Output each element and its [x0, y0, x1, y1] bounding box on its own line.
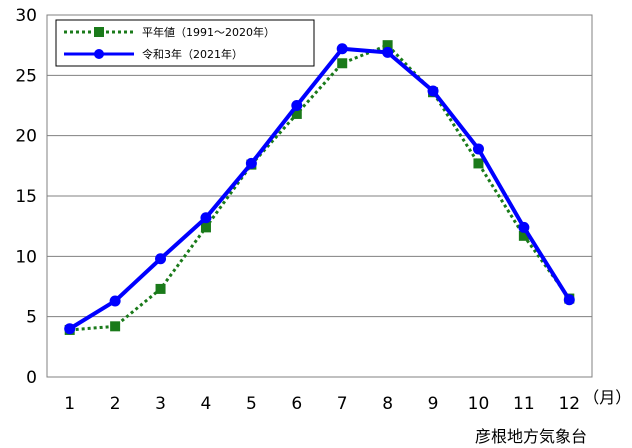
source-label: 彦根地方気象台	[475, 427, 587, 446]
series-line	[68, 46, 571, 331]
x-tick-label: 10	[468, 394, 490, 414]
plot-area-border	[46, 14, 593, 378]
y-tick-label: 30	[15, 6, 37, 26]
data-point-marker	[291, 100, 303, 111]
data-point-marker	[110, 321, 121, 332]
x-tick-label: 11	[513, 394, 535, 414]
data-point-marker	[291, 108, 302, 119]
data-point-marker	[245, 157, 257, 169]
data-point-marker	[155, 283, 166, 294]
data-point-marker	[155, 253, 167, 265]
x-axis-tick-labels: 1 2 3 4 5 6 7 8 9 10 11 12	[64, 394, 580, 414]
data-point-marker	[64, 323, 76, 335]
data-point-marker	[200, 212, 212, 224]
data-point-marker	[200, 222, 211, 233]
series-line	[69, 43, 571, 332]
x-tick-label: 12	[558, 394, 580, 414]
legend-item: 平年値（1991～2020年）	[64, 25, 275, 39]
legend-item: 令和3年（2021年）	[64, 47, 243, 61]
data-point-marker	[382, 40, 393, 51]
legend-label: 平年値（1991～2020年）	[142, 25, 275, 39]
y-tick-label: 0	[26, 368, 37, 388]
data-point-marker	[427, 85, 439, 97]
x-tick-label: 9	[428, 394, 439, 414]
x-tick-label: 3	[155, 394, 166, 414]
x-tick-label: 5	[246, 394, 257, 414]
y-tick-label: 25	[15, 66, 37, 86]
x-tick-label: 7	[337, 394, 348, 414]
legend-label: 令和3年（2021年）	[142, 47, 243, 61]
y-tick-label: 5	[26, 308, 37, 328]
data-point-marker	[473, 158, 484, 169]
x-tick-label: 8	[382, 394, 393, 414]
y-axis-tick-labels: 0 5 10 15 20 25 30	[15, 6, 37, 388]
data-point-marker	[518, 221, 530, 233]
series-layer	[64, 40, 575, 335]
x-tick-label: 4	[201, 394, 212, 414]
x-tick-label: 1	[64, 394, 75, 414]
data-point-marker	[336, 43, 348, 55]
series-2	[64, 43, 575, 335]
data-point-marker	[563, 294, 575, 306]
legend-items: 平年値（1991～2020年） 令和3年（2021年）	[64, 25, 275, 61]
data-point-marker	[382, 46, 394, 58]
legend-marker-swatch	[94, 27, 104, 37]
x-tick-label: 6	[291, 394, 302, 414]
legend: 平年値（1991～2020年） 令和3年（2021年）	[55, 19, 315, 67]
legend-marker-swatch	[94, 49, 104, 59]
data-point-marker	[109, 295, 121, 307]
x-tick-label: 2	[110, 394, 121, 414]
y-tick-label: 15	[15, 187, 37, 207]
x-axis-unit-label: （月）	[583, 388, 631, 407]
y-tick-label: 20	[15, 127, 37, 147]
y-tick-label: 10	[15, 247, 37, 267]
data-point-marker	[518, 230, 529, 241]
data-point-marker	[337, 58, 348, 69]
data-point-marker	[472, 143, 484, 155]
